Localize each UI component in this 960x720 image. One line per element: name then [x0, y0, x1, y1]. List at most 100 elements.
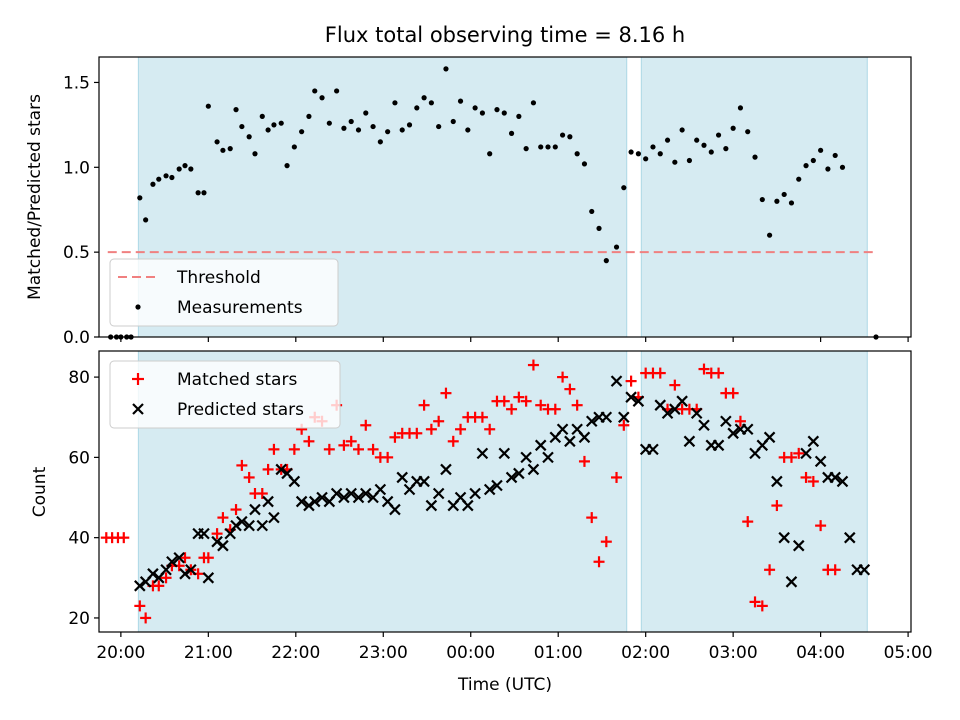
measurement-point-17: [205, 103, 211, 109]
measurement-point-39: [355, 127, 362, 133]
legend-measurements-label: Measurements: [177, 298, 303, 318]
measurement-point-83: [679, 127, 685, 133]
predicted-star-point-40: [396, 471, 409, 484]
x-axis-label: Time (UTC): [457, 675, 552, 695]
measurement-point-97: [781, 191, 787, 198]
measurement-point-53: [457, 98, 464, 104]
matched-star-point-16: [202, 552, 214, 564]
matched-star-point-91: [742, 516, 754, 528]
x-tick-label-9: 04:00: [796, 643, 845, 663]
predicted-star-point-100: [836, 475, 849, 488]
measurement-point-88: [715, 132, 722, 138]
bottom-legend: Matched stars Predicted stars: [109, 360, 341, 429]
matched-star-point-60: [513, 391, 525, 403]
matched-star-point-66: [557, 371, 569, 383]
predicted-star-point-29: [316, 491, 328, 504]
predicted-star-point-72: [632, 395, 645, 407]
measurement-point-78: [643, 156, 649, 162]
predicted-star-point-70: [618, 411, 630, 424]
measurement-point-40: [363, 110, 369, 116]
measurement-point-41: [370, 123, 376, 130]
measurement-point-86: [701, 142, 707, 148]
predicted-star-point-37: [374, 483, 387, 496]
measurement-point-49: [428, 100, 434, 106]
measurement-point-102: [818, 147, 824, 153]
measurement-point-93: [752, 154, 758, 160]
matched-star-point-43: [389, 431, 401, 443]
measurement-point-98: [788, 200, 795, 206]
measurement-point-48: [421, 95, 427, 101]
predicted-star-point-31: [330, 487, 343, 500]
measurement-point-79: [650, 144, 656, 150]
measurement-point-38: [348, 118, 354, 125]
measurement-point-81: [664, 137, 671, 143]
matched-star-point-103: [829, 564, 841, 576]
predicted-star-point-53: [491, 479, 503, 492]
measurement-point-67: [559, 132, 566, 138]
legend-matched-swatch: [132, 373, 144, 385]
top-legend-box: [109, 258, 339, 327]
matched-star-point-95: [771, 500, 783, 512]
matched-star-point-26: [268, 443, 280, 455]
predicted-star-point-79: [683, 435, 696, 448]
legend-matched-label: Matched stars: [177, 370, 297, 390]
top-axes-frame: [98, 56, 912, 338]
predicted-star-point-97: [814, 455, 827, 468]
measurement-point-82: [672, 159, 678, 165]
matched-star-point-81: [669, 379, 681, 391]
measurement-point-75: [621, 185, 627, 191]
x-tick-label-4: 23:00: [359, 643, 408, 663]
predicted-star-point-5: [160, 564, 172, 576]
matched-star-point-59: [506, 403, 518, 415]
measurement-point-94: [759, 196, 765, 203]
measurement-point-66: [552, 144, 558, 150]
top-y-tick-label-1: 0.0: [63, 328, 90, 348]
matched-star-point-100: [807, 475, 819, 487]
matched-star-point-92: [749, 596, 761, 608]
predicted-star-point-3: [147, 568, 159, 580]
predicted-star-point-45: [432, 487, 445, 500]
predicted-star-point-95: [800, 447, 812, 460]
top-y-tick-label-3: 1.0: [63, 158, 90, 178]
top-y-tick-label-2: 0.5: [63, 243, 90, 263]
matched-star-point-12: [179, 552, 191, 564]
matched-star-point-58: [498, 395, 510, 407]
predicted-star-point-96: [807, 435, 820, 448]
figure-title: Flux total observing time = 8.16 h: [325, 23, 685, 47]
measurement-point-18: [214, 139, 220, 145]
measurement-point-44: [392, 100, 398, 106]
matched-star-point-25: [262, 463, 274, 475]
predicted-star-point-14: [217, 539, 229, 552]
measurement-point-47: [414, 105, 420, 111]
matched-star-point-72: [600, 536, 612, 548]
x-tick-label-3: 22:00: [271, 643, 320, 663]
measurement-point-101: [810, 157, 816, 164]
top-y-ticks: 0.0 0.5 1.0 1.5: [63, 73, 99, 348]
measurement-point-16: [201, 190, 207, 196]
matched-star-point-87: [713, 367, 725, 379]
matched-star-point-99: [800, 471, 812, 483]
predicted-star-point-94: [792, 539, 805, 552]
matched-star-point-17: [211, 528, 223, 540]
matched-star-point-49: [433, 415, 445, 427]
top-x-ticks: [120, 337, 909, 342]
measurement-point-55: [472, 105, 478, 111]
predicted-star-point-15: [224, 527, 236, 540]
matched-star-point-74: [618, 419, 630, 431]
measurement-point-22: [239, 123, 245, 130]
matched-star-point-56: [484, 423, 496, 435]
matched-star-point-40: [367, 443, 379, 455]
predicted-star-point-55: [505, 471, 518, 484]
legend-predicted-swatch: [132, 403, 144, 415]
measurement-point-89: [723, 146, 729, 152]
measurement-point-61: [516, 113, 522, 119]
predicted-star-point-85: [727, 427, 739, 440]
measurement-point-13: [182, 163, 188, 169]
predicted-star-point-23: [275, 463, 288, 476]
matched-star-point-101: [815, 520, 827, 532]
measurement-point-103: [825, 166, 831, 172]
predicted-star-point-25: [288, 475, 301, 488]
measurement-point-73: [603, 258, 609, 264]
matched-star-point-50: [440, 387, 452, 399]
predicted-star-point-103: [858, 564, 871, 576]
